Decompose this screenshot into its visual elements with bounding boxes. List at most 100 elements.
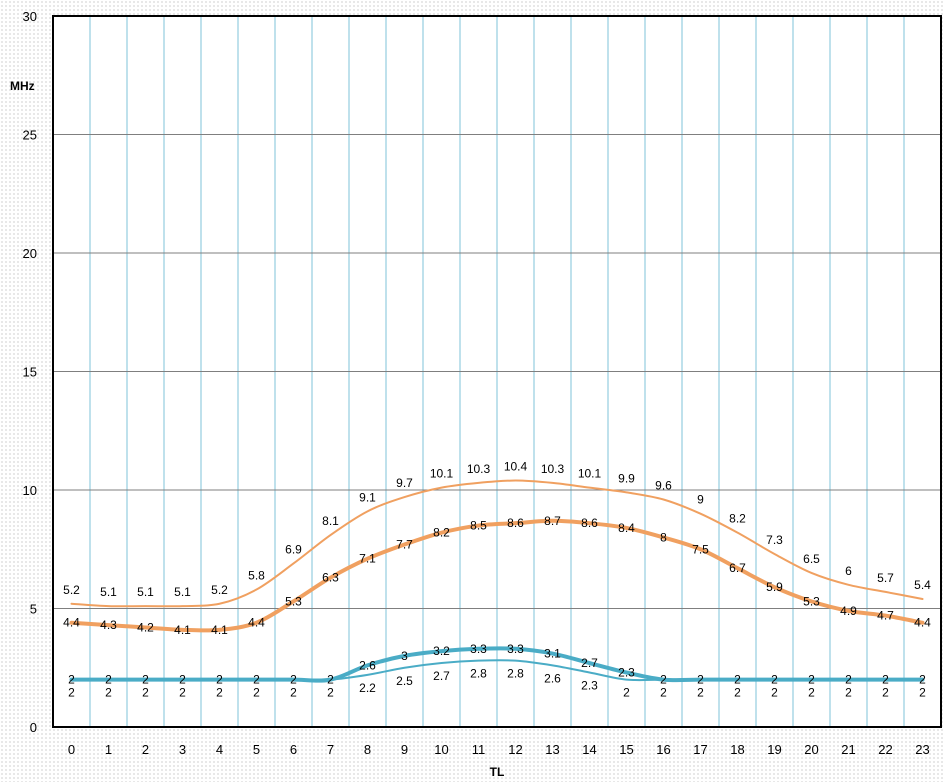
x-tick-label: 0	[68, 742, 75, 757]
x-tick-label: 9	[401, 742, 408, 757]
data-label: 2	[253, 673, 260, 687]
data-label: 2	[290, 673, 297, 687]
horizontal-gridlines	[53, 134, 941, 609]
data-label: 8.2	[729, 512, 746, 526]
data-label: 2	[919, 673, 926, 687]
data-label: 10.4	[504, 460, 528, 474]
data-label: 3	[401, 649, 408, 663]
data-label: 2	[179, 673, 186, 687]
x-tick-label: 2	[142, 742, 149, 757]
data-label: 2	[68, 673, 75, 687]
x-tick-label: 10	[434, 742, 448, 757]
data-label: 5.1	[100, 585, 117, 599]
data-label: 5.2	[63, 583, 80, 597]
data-label: 2	[142, 673, 149, 687]
data-label: 6.3	[322, 571, 339, 585]
data-label: 2.7	[433, 669, 450, 683]
x-axis-tick-labels: 0 1 2 3 4 5 6 7 8 9 10 11 12 13 14 15 16 17 18 19 20 21 22 23	[68, 742, 930, 757]
data-label: 2	[771, 686, 778, 700]
x-tick-label: 20	[804, 742, 818, 757]
data-label: 5.4	[914, 578, 931, 592]
data-label: 10.3	[541, 462, 565, 476]
data-label: 2	[623, 686, 630, 700]
data-label: 3.1	[544, 647, 561, 661]
data-label: 5.1	[174, 585, 191, 599]
x-tick-label: 14	[582, 742, 596, 757]
data-label: 5.7	[877, 571, 894, 585]
data-label: 9.7	[396, 476, 413, 490]
x-tick-label: 23	[915, 742, 929, 757]
y-axis-tick-labels: 0 5 10 15 20 25 30	[23, 9, 37, 735]
data-label: 2	[845, 686, 852, 700]
data-label: 10.1	[578, 467, 602, 481]
data-label: 8.1	[322, 514, 339, 528]
x-tick-label: 15	[619, 742, 633, 757]
x-tick-label: 21	[841, 742, 855, 757]
data-label: 4.4	[248, 616, 265, 630]
data-label: 2.3	[581, 678, 598, 692]
x-tick-label: 11	[472, 742, 486, 757]
data-label: 10.1	[430, 467, 454, 481]
data-label: 6.9	[285, 542, 302, 556]
data-label: 2	[697, 686, 704, 700]
data-label: 3.2	[433, 644, 450, 658]
data-label: 2	[327, 686, 334, 700]
data-label: 6.5	[803, 552, 820, 566]
x-tick-label: 5	[253, 742, 260, 757]
data-label: 5.2	[211, 583, 228, 597]
data-label: 7.7	[396, 538, 413, 552]
x-tick-label: 8	[364, 742, 371, 757]
data-label: 7.1	[359, 552, 376, 566]
data-label: 2	[808, 686, 815, 700]
data-label: 7.5	[692, 542, 709, 556]
data-label: 2	[845, 673, 852, 687]
data-label: 7.3	[766, 533, 783, 547]
data-label: 10.3	[467, 462, 491, 476]
data-label: 6.7	[729, 561, 746, 575]
data-label: 2	[142, 686, 149, 700]
y-axis-title: MHz	[10, 79, 35, 93]
data-label: 5.3	[285, 594, 302, 608]
data-label: 9.6	[655, 478, 672, 492]
data-label: 2	[808, 673, 815, 687]
data-label: 2	[105, 673, 112, 687]
data-label: 4.9	[840, 604, 857, 618]
data-label: 2.7	[581, 656, 598, 670]
data-label: 4.4	[63, 616, 80, 630]
data-label: 2.8	[470, 667, 487, 681]
y-tick-label: 0	[30, 720, 37, 735]
data-label: 2	[882, 673, 889, 687]
series-line-2	[69, 518, 925, 633]
data-label: 2.6	[544, 671, 561, 685]
data-label: 2	[290, 686, 297, 700]
x-tick-label: 22	[878, 742, 892, 757]
x-tick-label: 1	[105, 742, 112, 757]
data-label: 4.7	[877, 609, 894, 623]
data-label: 2	[660, 686, 667, 700]
data-label: 9.9	[618, 471, 635, 485]
data-label: 5.9	[766, 580, 783, 594]
data-label: 5.3	[803, 594, 820, 608]
data-label: 4.3	[100, 618, 117, 632]
data-label: 2.6	[359, 658, 376, 672]
data-label: 4.2	[137, 620, 154, 634]
y-tick-label: 10	[23, 483, 37, 498]
data-label: 2	[216, 673, 223, 687]
data-label: 2	[919, 686, 926, 700]
data-label: 2	[697, 673, 704, 687]
data-label: 8.7	[544, 514, 561, 528]
data-label: 8.6	[581, 516, 598, 530]
x-tick-label: 18	[730, 742, 744, 757]
data-label: 8.2	[433, 526, 450, 540]
x-tick-label: 17	[693, 742, 707, 757]
data-label: 2.5	[396, 674, 413, 688]
series-line-1	[70, 479, 924, 608]
data-label: 2	[327, 673, 334, 687]
data-label: 2	[734, 686, 741, 700]
data-label: 2	[734, 673, 741, 687]
x-axis-title: TL	[490, 765, 505, 779]
data-label: 3.3	[507, 642, 524, 656]
data-label: 2	[216, 686, 223, 700]
plot-area-border	[52, 15, 942, 728]
x-tick-label: 6	[290, 742, 297, 757]
